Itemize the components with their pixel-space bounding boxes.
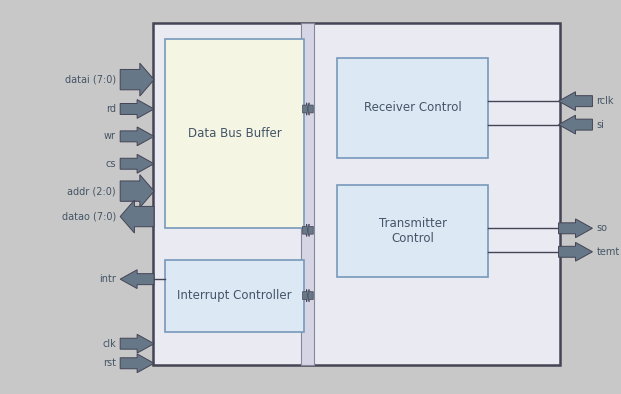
Polygon shape (558, 115, 592, 134)
Text: rd: rd (106, 104, 116, 114)
Polygon shape (120, 354, 154, 373)
Text: datai (7:0): datai (7:0) (65, 74, 116, 85)
Bar (165, 260, 304, 332)
Text: Interrupt Controller: Interrupt Controller (177, 289, 292, 302)
Text: Transmitter
Control: Transmitter Control (379, 217, 446, 245)
Text: datao (7:0): datao (7:0) (61, 212, 116, 221)
Text: cs: cs (106, 159, 116, 169)
Bar (337, 185, 489, 277)
Bar (301, 23, 314, 365)
Bar (165, 39, 304, 228)
Text: Data Bus Buffer: Data Bus Buffer (188, 127, 281, 140)
Text: rst: rst (103, 358, 116, 368)
Text: temt: temt (597, 247, 620, 257)
Polygon shape (120, 154, 154, 173)
Polygon shape (120, 200, 154, 233)
Polygon shape (120, 270, 154, 288)
Polygon shape (302, 103, 308, 115)
Bar (337, 58, 489, 158)
Text: si: si (597, 120, 604, 130)
Polygon shape (558, 92, 592, 111)
Text: addr (2:0): addr (2:0) (68, 186, 116, 196)
Polygon shape (120, 100, 154, 118)
Polygon shape (302, 289, 308, 302)
Polygon shape (558, 219, 592, 238)
Polygon shape (558, 242, 592, 261)
Polygon shape (120, 175, 154, 208)
Polygon shape (308, 224, 313, 236)
Polygon shape (308, 103, 313, 115)
Polygon shape (302, 224, 308, 236)
Polygon shape (120, 63, 154, 96)
Text: intr: intr (99, 274, 116, 284)
Text: clk: clk (102, 339, 116, 349)
Bar (153, 23, 560, 365)
Polygon shape (120, 127, 154, 146)
Polygon shape (120, 335, 154, 353)
Text: rclk: rclk (597, 96, 614, 106)
Text: so: so (597, 223, 607, 233)
Text: Receiver Control: Receiver Control (364, 102, 461, 115)
Text: wr: wr (104, 131, 116, 141)
Polygon shape (308, 289, 313, 302)
